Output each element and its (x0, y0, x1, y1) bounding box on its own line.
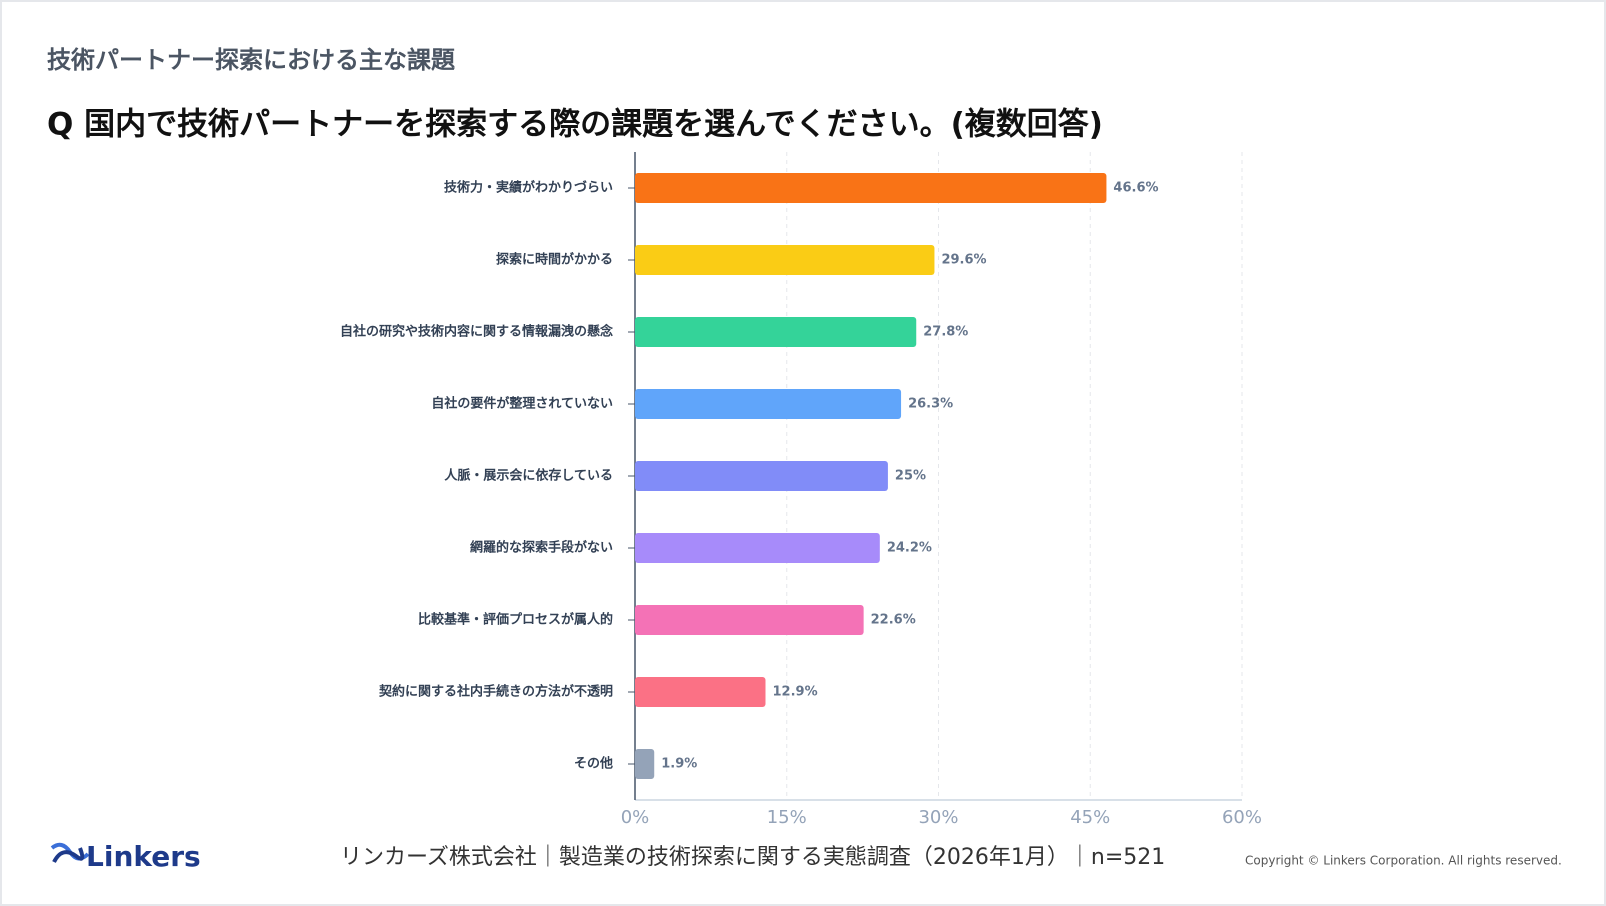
value-label: 25% (895, 469, 926, 484)
value-label: 22.6% (871, 613, 916, 628)
logo-icon (50, 842, 90, 863)
x-tick-label: 0% (621, 807, 650, 828)
x-tick-label: 30% (918, 807, 958, 828)
copyright: Copyright © Linkers Corporation. All rig… (1245, 854, 1562, 868)
page-header: 技術パートナー探索における主な課題 (47, 46, 456, 74)
y-tick-label: 網羅的な探索手段がない (470, 540, 613, 556)
value-label: 27.8% (923, 325, 968, 340)
value-label: 24.2% (887, 541, 932, 556)
y-tick-label: 人脈・展示会に依存している (444, 468, 613, 484)
y-tick-label: 比較基準・評価プロセスが属人的 (418, 612, 613, 628)
logo-text: Linkers (86, 840, 201, 873)
bar (635, 461, 888, 491)
x-tick-label: 45% (1070, 807, 1110, 828)
y-tick-label: 技術力・実績がわかりづらい (444, 180, 613, 196)
bar (635, 173, 1107, 203)
bar (635, 317, 917, 347)
chart-title: Q 国内で技術パートナーを探索する際の課題を選んでください。(複数回答) (47, 107, 1103, 143)
y-tick-label: 自社の要件が整理されていない (431, 396, 613, 412)
y-tick-label: 探索に時間がかかる (496, 252, 613, 268)
value-label: 26.3% (908, 397, 953, 412)
x-tick-label: 60% (1222, 807, 1262, 828)
bar (635, 389, 902, 419)
bar (635, 533, 880, 563)
value-label: 29.6% (941, 253, 986, 268)
bar (635, 677, 766, 707)
value-label: 1.9% (661, 757, 697, 772)
y-tick-label: その他 (574, 756, 613, 772)
y-tick-label: 契約に関する社内手続きの方法が不透明 (378, 684, 613, 700)
value-label: 46.6% (1113, 181, 1158, 196)
bar (635, 605, 864, 635)
bar (635, 749, 655, 779)
source-note: リンカーズ株式会社｜製造業の技術探索に関する実態調査（2026年1月）｜n=52… (340, 845, 1165, 870)
bar (635, 245, 935, 275)
x-tick-label: 15% (767, 807, 807, 828)
value-label: 12.9% (773, 685, 818, 700)
y-tick-label: 自社の研究や技術内容に関する情報漏洩の懸念 (340, 324, 613, 340)
